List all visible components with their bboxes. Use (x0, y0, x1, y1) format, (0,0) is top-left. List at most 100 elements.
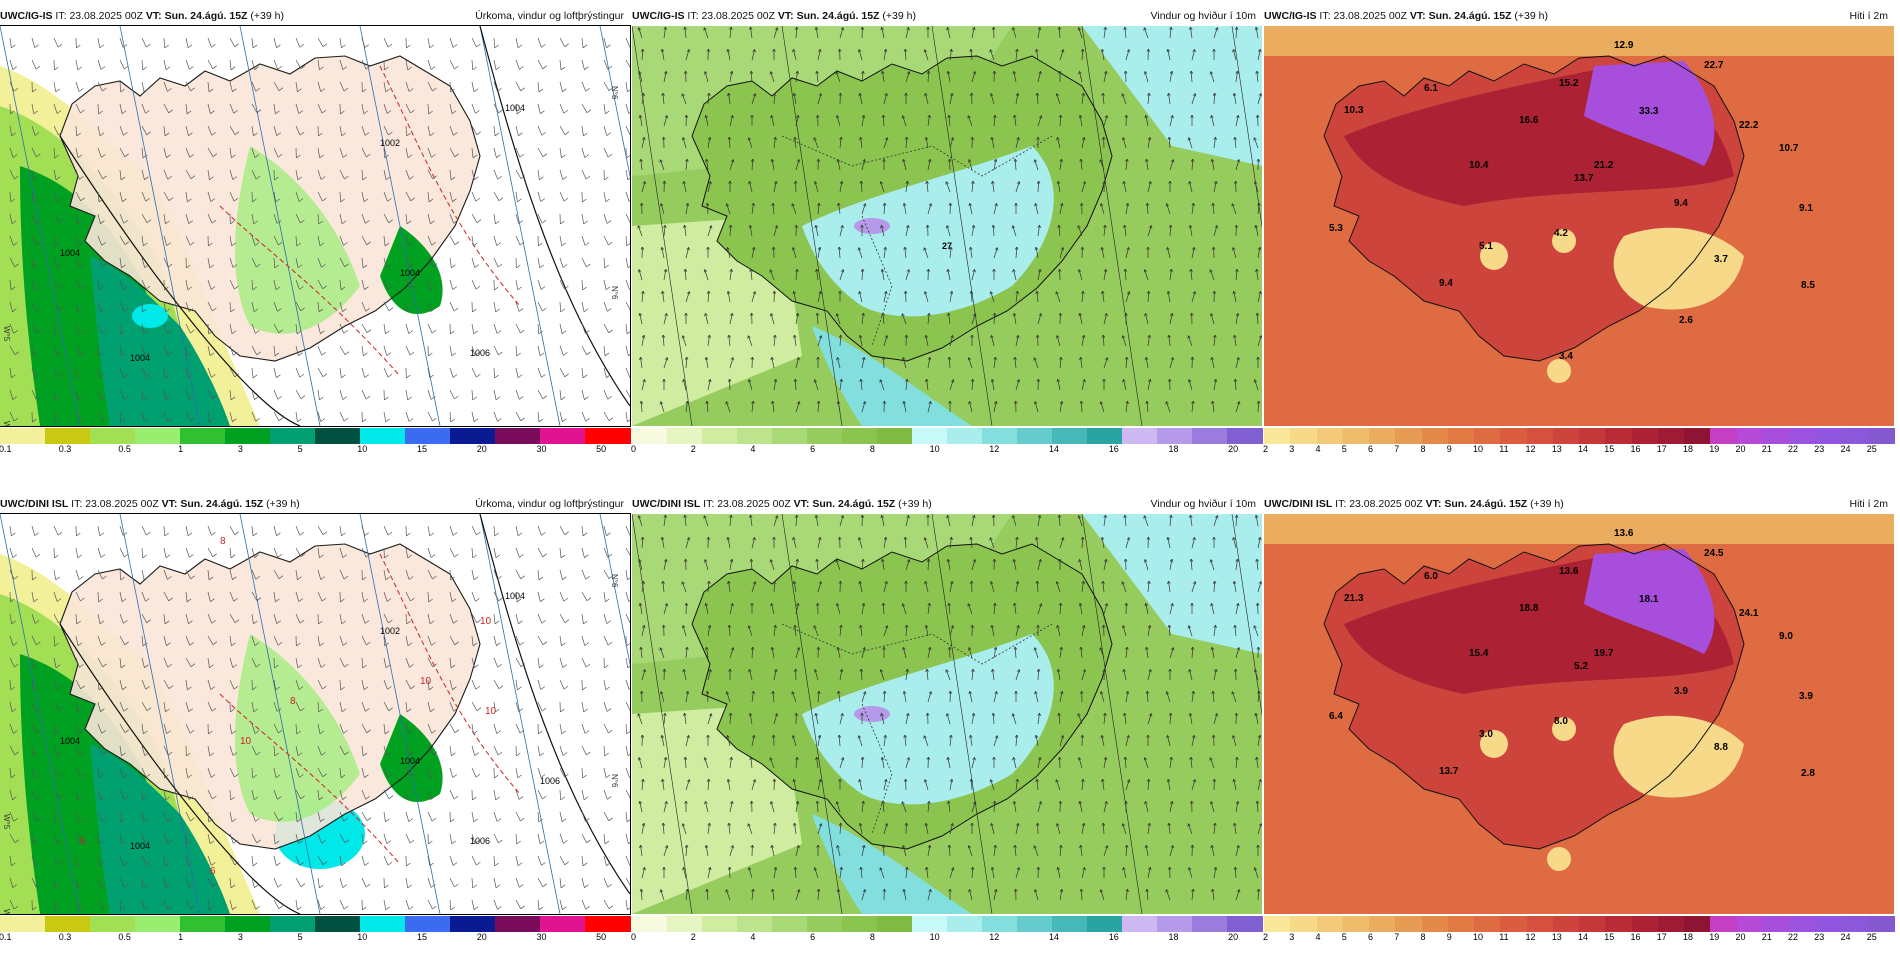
colorbar-tick: 10 (357, 444, 367, 454)
edge-coordinate-label: N°6 (610, 574, 619, 588)
colorbar-swatch (135, 428, 181, 444)
colorbar-swatch (1842, 428, 1869, 444)
colorbar-tick: 13 (1552, 932, 1562, 942)
colorbar-tick: 19 (1709, 444, 1719, 454)
colorbar-swatch (1658, 428, 1685, 444)
colorbar-swatch (667, 916, 703, 932)
colorbar-tick: 23 (1814, 444, 1824, 454)
colorbar-tick: 3 (238, 932, 243, 942)
it-value: 23.08.2025 00Z (717, 498, 791, 510)
temperature-label: 9.0 (1779, 631, 1793, 642)
colorbar-swatch (807, 428, 843, 444)
panel-title: Hiti í 2m (1849, 8, 1888, 24)
colorbar-tick: 50 (596, 444, 606, 454)
panel-temp-row1: UWC/IG-IS IT: 23.08.2025 00Z VT: Sun. 24… (1264, 8, 1894, 478)
colorbar-swatch (632, 428, 668, 444)
vt-value: Sun. 24.ágú. 15Z (165, 10, 248, 22)
panel-header: UWC/IG-IS IT: 23.08.2025 00Z VT: Sun. 24… (1264, 8, 1894, 24)
edge-coordinate-label: W°5 (2, 909, 11, 914)
panel-title: Úrkoma, vindur og loftþrýstingur (475, 8, 624, 24)
colorbar-tick: 12 (1526, 932, 1536, 942)
colorbar-swatch (1290, 916, 1317, 932)
colorbar-tick: 30 (536, 932, 546, 942)
vt-label: VT: (794, 498, 810, 510)
colorbar-tick: 14 (1578, 444, 1588, 454)
temperature-label: 10.7 (1779, 143, 1799, 154)
colorbar-swatch (1448, 916, 1475, 932)
colorbar-tick: 22 (1788, 932, 1798, 942)
colorbar-tick: 4 (750, 444, 755, 454)
colorbar-tick: 15 (1604, 444, 1614, 454)
colorbar-tick: 24 (1841, 444, 1851, 454)
colorbar-swatch (1343, 428, 1370, 444)
temperature-label: 9.4 (1674, 198, 1688, 209)
vt-label: VT: (778, 10, 794, 22)
colorbar-tick: 18 (1168, 444, 1178, 454)
colorbar-tick: 23 (1814, 932, 1824, 942)
wind-max-cell (854, 218, 890, 234)
temperature-label: 22.7 (1704, 60, 1724, 71)
temperature-label: 10.4 (1469, 160, 1489, 171)
edge-coordinate-label: W°5 (2, 421, 11, 426)
colorbar-swatch (1017, 428, 1053, 444)
colorbar-tick: 2 (691, 444, 696, 454)
colorbar-swatch (982, 916, 1018, 932)
colorbar-swatch (1815, 428, 1842, 444)
temp-band (1264, 514, 1894, 544)
isobar-label: 1004 (505, 103, 525, 113)
panel-wind-row2: UWC/DINI ISL IT: 23.08.2025 00Z VT: Sun.… (632, 496, 1262, 966)
colorbar-swatch (1710, 916, 1737, 932)
glacier-cold (1547, 847, 1571, 871)
isobar-label: 1004 (130, 841, 150, 851)
isobar-label: 1004 (130, 353, 150, 363)
colorbar-tick: 8 (1421, 932, 1426, 942)
colorbar-tick: 5 (298, 932, 303, 942)
isobar-label: 1006 (470, 836, 490, 846)
isobar-label: 1002 (380, 626, 400, 636)
vt-value: Sun. 24.ágú. 15Z (180, 498, 263, 510)
colorbar-tick: 10 (930, 932, 940, 942)
colorbar-tick: 25 (1867, 444, 1877, 454)
colorbar-tick: 3 (238, 444, 243, 454)
lead-time: (+39 h) (1530, 498, 1564, 510)
temperature-label: 19.7 (1594, 648, 1614, 659)
temperature-label: 9.1 (1799, 203, 1813, 214)
vt-label: VT: (1410, 10, 1426, 22)
colorbar-swatch (315, 428, 361, 444)
colorbar-tick: 2 (1263, 444, 1268, 454)
colorbar-swatch (702, 428, 738, 444)
colorbar-tick: 4 (750, 932, 755, 942)
colorbar-swatch (1474, 428, 1501, 444)
colorbar-swatch (1395, 916, 1422, 932)
colorbar-swatch (405, 428, 451, 444)
temperature-label: 24.5 (1704, 548, 1724, 559)
colorbar-tick: 0 (631, 932, 636, 942)
edge-coordinate-label: N°6 (610, 286, 619, 300)
it-label: IT: (1319, 10, 1330, 22)
colorbar-swatch (982, 428, 1018, 444)
panel-header: UWC/IG-IS IT: 23.08.2025 00Z VT: Sun. 24… (632, 8, 1262, 24)
colorbar-swatch (1763, 916, 1790, 932)
temperature-label: 2.6 (1679, 315, 1693, 326)
temperature-label: 15.4 (1469, 648, 1489, 659)
colorbar-tick: 6 (810, 444, 815, 454)
colorbar-swatch (1500, 428, 1527, 444)
colorbar-swatch (877, 428, 913, 444)
colorbar-swatch (315, 916, 361, 932)
colorbar-tick: 0.1 (0, 932, 12, 942)
temp-isotherm-label: 6 (210, 866, 216, 877)
colorbar-swatch (45, 916, 91, 932)
heavy-precip-cell (132, 304, 168, 328)
wind-map (632, 514, 1262, 914)
colorbar-tick: 5 (1342, 932, 1347, 942)
temperature-label: 3.4 (1559, 351, 1573, 362)
colorbar-tick: 14 (1578, 932, 1588, 942)
colorbar-tick: 15 (417, 444, 427, 454)
colorbar-swatch (1052, 428, 1088, 444)
colorbar-tick: 30 (536, 444, 546, 454)
model-name: UWC/IG-IS (1264, 10, 1317, 22)
panel-header: UWC/DINI ISL IT: 23.08.2025 00Z VT: Sun.… (0, 496, 630, 512)
